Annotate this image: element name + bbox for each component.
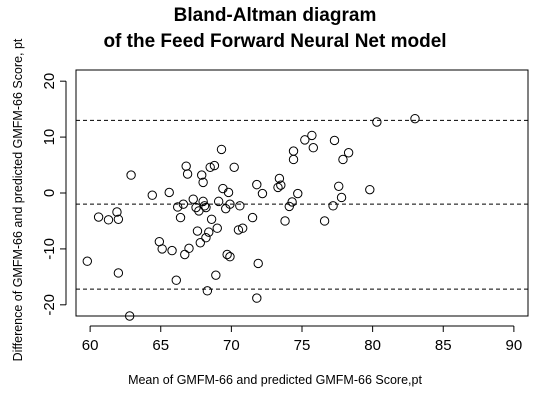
data-point-5 (113, 268, 124, 278)
data-point-51 (247, 212, 258, 223)
data-point-59 (280, 216, 290, 226)
data-point-32 (202, 286, 213, 296)
data-point-25 (195, 238, 206, 248)
x-axis: 60 65 70 75 80 85 90 (82, 325, 523, 354)
data-point-67 (308, 143, 318, 153)
x-tick-label-90: 90 (506, 337, 523, 354)
x-tick-label-60: 60 (82, 337, 99, 354)
data-point-30 (201, 233, 211, 243)
data-point-73 (338, 154, 348, 165)
y-tick-label-20: 20 (41, 73, 58, 90)
data-point-35 (206, 214, 217, 224)
data-point-20 (184, 243, 194, 254)
data-point-2 (103, 215, 114, 225)
data-point-66 (307, 130, 317, 141)
x-axis-label: Mean of GMFM-66 and predicted GMFM-66 Sc… (128, 373, 422, 387)
data-point-44 (223, 187, 234, 198)
data-point-58 (276, 180, 286, 190)
data-point-27 (198, 177, 208, 188)
data-point-18 (181, 161, 191, 171)
data-point-31 (201, 202, 211, 213)
data-point-48 (233, 225, 244, 235)
data-point-40 (216, 144, 227, 155)
data-point-21 (188, 194, 198, 204)
x-tick-label-70: 70 (223, 337, 240, 354)
data-point-4 (113, 214, 124, 224)
x-tick-label-65: 65 (152, 337, 169, 354)
data-point-57 (274, 173, 285, 184)
data-point-19 (182, 169, 193, 179)
data-point-64 (293, 188, 303, 199)
data-point-70 (329, 135, 340, 146)
data-point-71 (334, 181, 344, 191)
data-point-53 (253, 258, 263, 269)
data-point-54 (252, 293, 262, 303)
data-point-61 (287, 197, 297, 207)
data-point-10 (157, 244, 167, 254)
data-point-23 (192, 226, 203, 236)
data-point-55 (257, 188, 268, 199)
data-point-77 (410, 113, 420, 124)
data-point-72 (336, 192, 347, 203)
y-tick-label--20: -20 (41, 294, 58, 316)
data-point-63 (288, 146, 299, 156)
data-point-37 (211, 270, 221, 280)
y-tick-label-0: 0 (41, 189, 58, 197)
y-axis-label: Difference of GMFM-66 and predicted GMFM… (11, 38, 25, 362)
data-point-29 (199, 201, 210, 211)
data-point-13 (171, 275, 181, 285)
data-point-11 (164, 187, 174, 198)
data-point-65 (300, 135, 310, 145)
data-point-39 (213, 196, 224, 207)
data-point-36 (209, 160, 220, 171)
data-point-52 (252, 179, 262, 190)
x-tick-label-75: 75 (294, 337, 311, 354)
data-point-3 (112, 207, 122, 217)
data-point-38 (212, 223, 222, 233)
chart-title-line-2: of the Feed Forward Neural Net model (103, 31, 447, 52)
data-point-69 (328, 201, 338, 211)
data-point-6 (126, 170, 136, 180)
x-tick-label-85: 85 (435, 337, 452, 354)
data-point-47 (229, 162, 239, 172)
data-point-16 (178, 199, 189, 209)
data-point-12 (167, 245, 177, 256)
data-point-26 (197, 170, 207, 180)
data-point-76 (372, 117, 382, 127)
x-tick-label-80: 80 (364, 337, 381, 354)
data-point-28 (198, 196, 208, 207)
data-point-17 (180, 249, 190, 260)
data-point-62 (288, 154, 299, 165)
plot-frame (75, 69, 529, 317)
data-point-68 (319, 216, 330, 226)
data-point-46 (225, 199, 235, 209)
data-point-7 (124, 311, 135, 321)
data-point-45 (225, 252, 235, 262)
y-axis: -20 -10 0 10 20 (41, 73, 67, 316)
data-point-56 (273, 182, 283, 193)
data-point-33 (204, 227, 214, 237)
reference-lines (76, 119, 528, 290)
data-point-49 (235, 201, 245, 211)
data-point-41 (218, 183, 228, 194)
data-point-14 (173, 202, 183, 212)
data-point-74 (343, 148, 354, 158)
data-points (82, 113, 420, 321)
chart-title-line-1: Bland-Altman diagram (173, 5, 377, 26)
data-point-43 (222, 249, 232, 260)
data-point-0 (82, 256, 93, 266)
data-point-50 (237, 223, 248, 233)
y-tick-label--10: -10 (41, 238, 58, 260)
data-point-1 (93, 212, 104, 222)
data-point-8 (147, 190, 157, 200)
data-point-75 (365, 184, 375, 195)
data-point-34 (205, 162, 215, 172)
y-tick-label-10: 10 (41, 129, 58, 146)
data-point-15 (175, 212, 186, 223)
